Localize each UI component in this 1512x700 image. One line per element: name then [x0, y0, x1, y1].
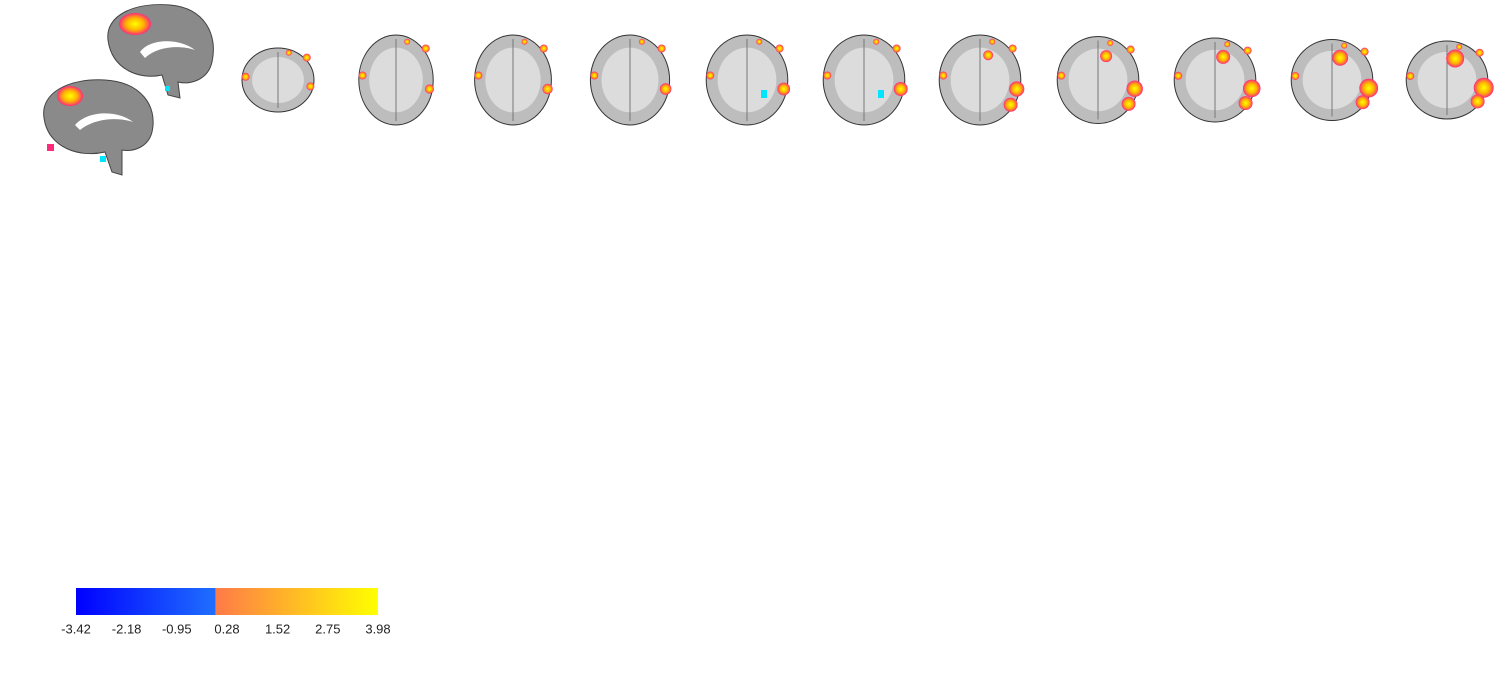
axial-views	[241, 34, 1494, 126]
colorbar-tick-label: -2.18	[112, 621, 142, 636]
activation-blob	[1470, 94, 1485, 109]
colorbar-positive	[215, 588, 378, 615]
colorbar-tick-label: 0.28	[214, 621, 239, 636]
activation-blob	[892, 44, 901, 53]
activation-blob	[1291, 71, 1300, 80]
activation-blob	[706, 71, 715, 80]
activation-blob	[1456, 43, 1463, 50]
activation-blob	[1406, 72, 1415, 81]
activation-blob	[1446, 49, 1465, 68]
activation-blob	[1100, 50, 1113, 63]
activation-blob	[302, 53, 311, 62]
activation-blob	[358, 71, 367, 80]
activation-blob	[893, 82, 908, 96]
sagittal-views	[43, 4, 214, 176]
activation-blob	[57, 86, 83, 106]
activation-blob	[1003, 97, 1018, 112]
activation-blob	[1359, 78, 1379, 98]
activation-blob	[1332, 49, 1349, 66]
activation-blob	[241, 72, 250, 81]
activation-blob	[878, 90, 884, 98]
activation-blob	[777, 82, 791, 96]
activation-blob	[823, 71, 832, 80]
activation-blob	[285, 49, 292, 56]
activation-blob	[521, 38, 528, 45]
activation-blob	[1243, 46, 1252, 55]
activation-blob	[1126, 80, 1143, 97]
activation-blob	[939, 71, 948, 80]
activation-blob	[1341, 42, 1348, 49]
activation-blob	[1224, 41, 1231, 48]
activation-blob	[659, 83, 672, 95]
colorbar-negative	[76, 588, 216, 615]
sagittal-ventricle	[140, 41, 195, 58]
activation-blob	[756, 38, 763, 45]
activation-blob	[1242, 79, 1261, 98]
activation-blob	[404, 38, 411, 45]
activation-blob	[47, 144, 54, 151]
activation-blob	[1216, 49, 1231, 64]
activation-blob	[100, 156, 106, 162]
activation-blob	[989, 38, 996, 45]
activation-blob	[1238, 96, 1253, 111]
activation-blob	[1057, 71, 1066, 80]
activation-blob	[1008, 44, 1017, 53]
activation-blob	[539, 44, 548, 53]
activation-blob	[1473, 77, 1494, 98]
activation-blob	[474, 71, 483, 80]
activation-blob	[590, 71, 599, 80]
activation-blob	[421, 44, 430, 53]
activation-blob	[657, 44, 666, 53]
colorbar-tick-label: 2.75	[315, 621, 340, 636]
activation-blob	[983, 50, 994, 61]
colorbar-tick-label: 1.52	[265, 621, 290, 636]
activation-blob	[638, 38, 645, 45]
sagittal-ventricle	[75, 113, 133, 130]
activation-blob	[1475, 48, 1484, 57]
activation-blob	[424, 84, 435, 94]
activation-blob	[1126, 45, 1135, 54]
colorbar-tick-label: -3.42	[61, 621, 91, 636]
activation-blob	[306, 82, 315, 91]
activation-blob	[165, 86, 170, 91]
activation-blob	[1009, 81, 1025, 97]
colorbar: -3.42 -2.18 -0.95 0.28 1.52 2.75 3.98	[61, 588, 391, 636]
colorbar-tick-label: -0.95	[162, 621, 192, 636]
activation-blob	[873, 38, 880, 45]
activation-blob	[119, 13, 151, 35]
activation-blob	[1360, 47, 1369, 56]
activation-blob	[761, 90, 767, 98]
activation-blob	[1121, 96, 1136, 111]
activation-blob	[775, 44, 784, 53]
activation-blob	[542, 83, 553, 95]
activation-blob	[1107, 40, 1114, 47]
colorbar-tick-label: 3.98	[365, 621, 390, 636]
activation-blob	[1174, 71, 1183, 80]
activation-blob	[1355, 95, 1370, 110]
